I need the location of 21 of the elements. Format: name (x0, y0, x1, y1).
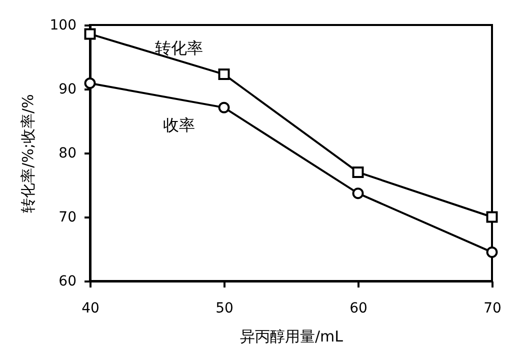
y-tick-label: 80 (58, 146, 76, 162)
point (218, 68, 230, 80)
y-tick-label: 90 (58, 82, 76, 98)
point (84, 28, 96, 40)
point (486, 211, 498, 223)
point (84, 78, 96, 89)
x-tick-label: 70 (484, 300, 502, 316)
x-tick-label: 50 (216, 300, 234, 316)
x-axis-title: 异丙醇用量/mL (240, 328, 344, 346)
y-tick-label: 70 (58, 210, 76, 226)
point (486, 246, 498, 258)
y-axis-title: 转化率/%;收率/% (18, 94, 37, 213)
series-label: 收率 (163, 116, 195, 135)
point (352, 166, 364, 178)
y-tick-label: 100 (50, 18, 76, 34)
x-tick-label: 40 (82, 300, 100, 316)
point (218, 102, 230, 114)
x-tick-label: 60 (350, 300, 368, 316)
point (352, 188, 364, 200)
series-label: 转化率 (155, 38, 203, 58)
y-tick-label: 60 (58, 274, 76, 290)
